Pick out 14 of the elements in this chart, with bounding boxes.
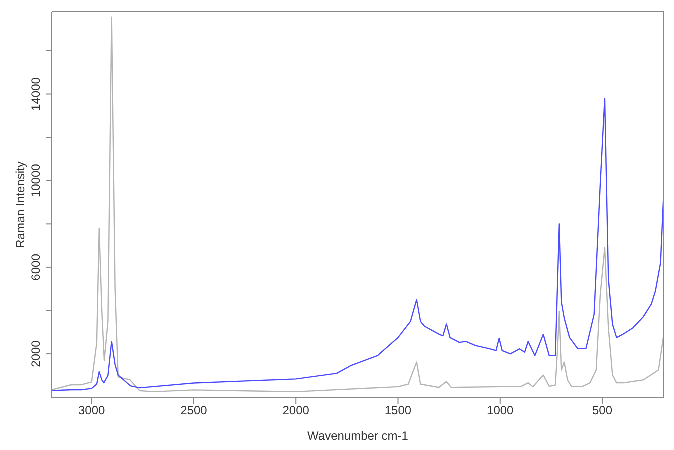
x-tick-label: 2500	[180, 404, 208, 418]
x-tick-label: 1500	[384, 404, 412, 418]
x-axis-title: Wavenumber cm-1	[308, 429, 409, 443]
y-axis-title: Raman Intensity	[13, 162, 28, 248]
x-tick-label: 3000	[78, 404, 106, 418]
line-series	[52, 16, 664, 393]
y-tick-label: 10000	[29, 164, 43, 198]
line-series	[52, 98, 664, 392]
x-tick-label: 2000	[282, 404, 310, 418]
x-tick-label: 1000	[487, 404, 514, 418]
y-tick-label: 14000	[29, 77, 43, 111]
y-tick-label: 2000	[29, 340, 43, 368]
x-tick-label: 500	[592, 404, 613, 418]
y-tick-label: 6000	[29, 254, 43, 281]
